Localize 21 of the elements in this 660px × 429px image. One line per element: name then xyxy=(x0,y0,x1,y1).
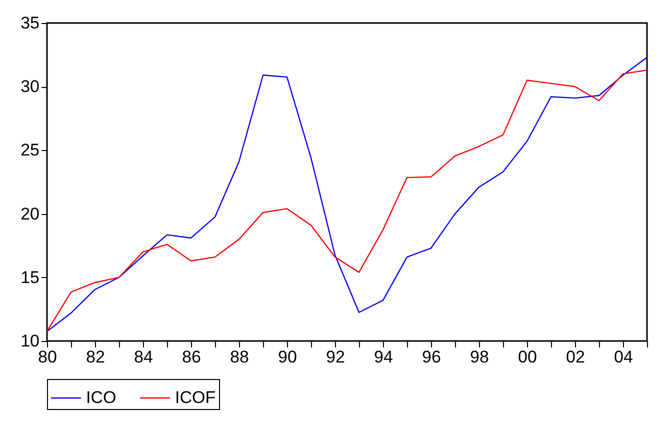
x-tick-label: 84 xyxy=(134,348,153,366)
y-tick-label: 30 xyxy=(20,77,40,96)
x-tick-label: 80 xyxy=(38,348,57,366)
y-tick-label: 15 xyxy=(20,268,40,287)
x-tick-label: 88 xyxy=(230,348,249,366)
y-tick-label: 25 xyxy=(20,140,40,160)
legend-label: ICOF xyxy=(175,388,216,407)
legend-label: ICO xyxy=(86,388,116,407)
x-tick-label: 90 xyxy=(278,348,297,366)
x-tick-label: 92 xyxy=(326,348,345,366)
x-tick-label: 98 xyxy=(470,348,489,366)
x-tick-label: 82 xyxy=(86,348,105,366)
x-tick-label: 00 xyxy=(518,348,537,366)
y-tick-label: 35 xyxy=(20,14,40,32)
y-tick-label: 10 xyxy=(20,332,40,350)
x-tick-label: 94 xyxy=(374,348,393,366)
y-tick-label: 20 xyxy=(20,204,40,224)
x-tick-label: 86 xyxy=(182,348,201,366)
x-tick-label: 02 xyxy=(566,348,585,366)
x-tick-label: 96 xyxy=(422,348,441,366)
x-tick-label: 04 xyxy=(614,348,633,366)
